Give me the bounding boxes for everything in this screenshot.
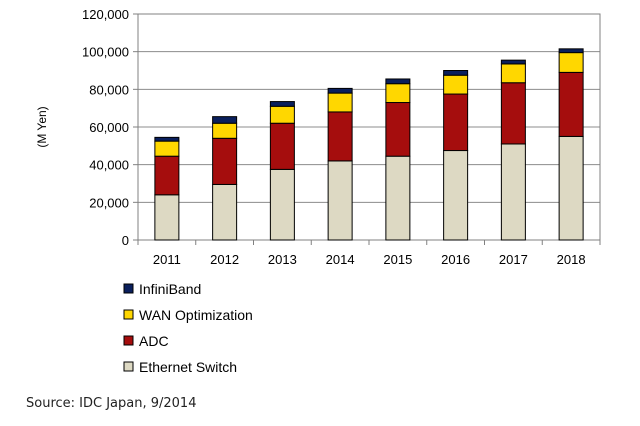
bars — [154, 48, 584, 241]
bar-segment-wan-optimization — [443, 74, 469, 95]
legend-label: Ethernet Switch — [139, 359, 237, 375]
bar-segment-infiniband — [154, 136, 180, 142]
bar-segment-ethernet-switch — [154, 194, 180, 241]
x-tick-label: 2017 — [499, 252, 528, 267]
bar-segment-infiniband — [500, 59, 526, 65]
legend-swatch-adc — [123, 335, 134, 346]
y-tick-label: 100,000 — [82, 45, 129, 60]
legend-swatch-infiniband — [123, 283, 134, 294]
bar-segment-adc — [443, 93, 469, 152]
bar-segment-ethernet-switch — [327, 160, 353, 241]
bar-segment-adc — [327, 111, 353, 162]
x-tick-label: 2015 — [383, 252, 412, 267]
bar-segment-adc — [154, 155, 180, 196]
bar-segment-wan-optimization — [327, 92, 353, 113]
bar-segment-infiniband — [558, 48, 584, 54]
tick-labels: 0 20,000 40,000 60,000 80,000 100,000 120,000 2… — [82, 7, 586, 267]
bar-segment-wan-optimization — [500, 63, 526, 84]
bar-segment-wan-optimization — [269, 105, 295, 124]
bar-segment-wan-optimization — [558, 52, 584, 73]
legend: InfiniBand WAN Optimization ADC Ethernet Sw… — [123, 281, 253, 375]
bar-segment-adc — [269, 122, 295, 170]
x-tick-label: 2012 — [210, 252, 239, 267]
bar-segment-ethernet-switch — [212, 183, 238, 241]
bar-segment-adc — [558, 71, 584, 137]
bar-segment-ethernet-switch — [385, 155, 411, 241]
bar-segment-ethernet-switch — [443, 150, 469, 241]
bar-segment-adc — [500, 82, 526, 145]
bar-segment-infiniband — [385, 78, 411, 85]
legend-label: WAN Optimization — [139, 307, 253, 323]
y-tick-label: 60,000 — [89, 120, 129, 135]
bar-segment-adc — [212, 137, 238, 185]
y-tick-label: 0 — [122, 233, 129, 248]
source-note: Source: IDC Japan, 9/2014 — [26, 396, 197, 411]
axes — [133, 13, 601, 245]
bar-segment-infiniband — [443, 70, 469, 76]
x-tick-label: 2011 — [153, 252, 181, 267]
legend-swatch-ethernet-switch — [123, 361, 134, 372]
legend-label: InfiniBand — [139, 281, 201, 297]
y-tick-label: 40,000 — [89, 158, 129, 173]
legend-swatch-wan-optimization — [123, 309, 134, 320]
bar-segment-wan-optimization — [154, 140, 180, 157]
gridlines — [138, 13, 600, 203]
x-tick-label: 2013 — [268, 252, 297, 267]
bar-segment-infiniband — [327, 87, 353, 94]
y-axis-title: (M Yen) — [35, 106, 49, 147]
bar-segment-ethernet-switch — [558, 135, 584, 241]
bar-segment-infiniband — [269, 101, 295, 107]
legend-label: ADC — [139, 333, 169, 349]
bar-segment-wan-optimization — [385, 83, 411, 104]
y-tick-label: 120,000 — [82, 7, 129, 22]
y-tick-label: 20,000 — [89, 195, 129, 210]
y-tick-label: 80,000 — [89, 82, 129, 97]
x-tick-label: 2016 — [441, 252, 470, 267]
x-tick-label: 2014 — [326, 252, 355, 267]
bar-segment-ethernet-switch — [269, 168, 295, 241]
bar-segment-ethernet-switch — [500, 143, 526, 241]
x-tick-label: 2018 — [557, 252, 586, 267]
bar-segment-adc — [385, 102, 411, 157]
bar-segment-infiniband — [212, 116, 238, 124]
bar-segment-wan-optimization — [212, 122, 238, 139]
